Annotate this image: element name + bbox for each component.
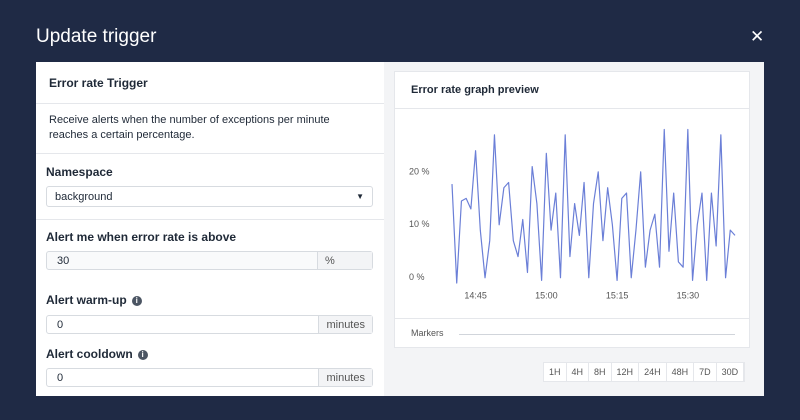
range-button[interactable]: 8H: [589, 363, 612, 381]
info-icon[interactable]: i: [131, 296, 142, 306]
label-text: Alert warm-up: [46, 293, 127, 307]
field-label: Alert warm-up i: [46, 293, 142, 307]
input-value: 0: [57, 319, 64, 331]
modal: Error rate Trigger Receive alerts when t…: [36, 62, 764, 396]
divider: [36, 103, 384, 104]
unit: %: [317, 252, 372, 269]
divider: [36, 219, 384, 220]
warmup-input[interactable]: 0 minutes: [46, 315, 373, 334]
unit: minutes: [318, 316, 372, 333]
markers-label: Markers: [411, 328, 444, 338]
form-title: Error rate Trigger: [49, 76, 148, 90]
chart: 0 % 10 % 20 % 14:45 15:00 15:15 15:30: [409, 128, 736, 300]
x-tick-label: 14:45: [464, 290, 487, 300]
input-value: 0: [57, 372, 64, 384]
range-button[interactable]: 48H: [667, 363, 695, 381]
dialog-title: Update trigger: [36, 26, 157, 47]
field-label: Alert cooldown i: [46, 347, 148, 361]
input-value: 30: [57, 255, 70, 267]
range-button[interactable]: 30D: [717, 363, 745, 381]
range-button[interactable]: 1H: [544, 363, 567, 381]
field-label: Namespace: [46, 165, 113, 179]
select-value: background: [55, 191, 113, 203]
markers-line: [459, 334, 735, 335]
graph-card: Error rate graph preview 0 % 10 % 20 % 14:4…: [394, 71, 750, 348]
namespace-select[interactable]: background ▼: [46, 186, 373, 207]
divider: [395, 108, 749, 109]
y-tick-label: 0 %: [409, 272, 425, 282]
close-button[interactable]: ✕: [750, 27, 765, 46]
divider: [395, 318, 749, 319]
range-button[interactable]: 4H: [567, 363, 590, 381]
range-button[interactable]: 24H: [639, 363, 667, 381]
label-text: Alert cooldown: [46, 347, 133, 361]
description: Receive alerts when the number of except…: [49, 114, 330, 141]
range-buttons: 1H 4H 8H 12H 24H 48H 7D 30D: [543, 362, 746, 382]
y-tick-label: 10 %: [409, 219, 430, 229]
x-tick-label: 15:00: [535, 290, 558, 300]
unit: minutes: [318, 369, 372, 386]
caret: ▼: [356, 192, 364, 201]
range-button[interactable]: 12H: [612, 363, 640, 381]
info-icon[interactable]: i: [137, 350, 148, 360]
range-button[interactable]: 7D: [694, 363, 717, 381]
field-label: Alert me when error rate is above: [46, 230, 237, 244]
x-tick-label: 15:15: [606, 290, 629, 300]
x-tick-label: 15:30: [677, 290, 700, 300]
y-tick-label: 20 %: [409, 166, 430, 176]
cooldown-input[interactable]: 0 minutes: [46, 368, 373, 387]
preview-panel: Error rate graph preview 0 % 10 % 20 % 14:4…: [384, 62, 764, 396]
divider: [36, 153, 384, 154]
threshold-input[interactable]: 30%: [46, 251, 373, 270]
card-title: Error rate graph preview: [411, 84, 539, 96]
series-line: [451, 128, 736, 284]
